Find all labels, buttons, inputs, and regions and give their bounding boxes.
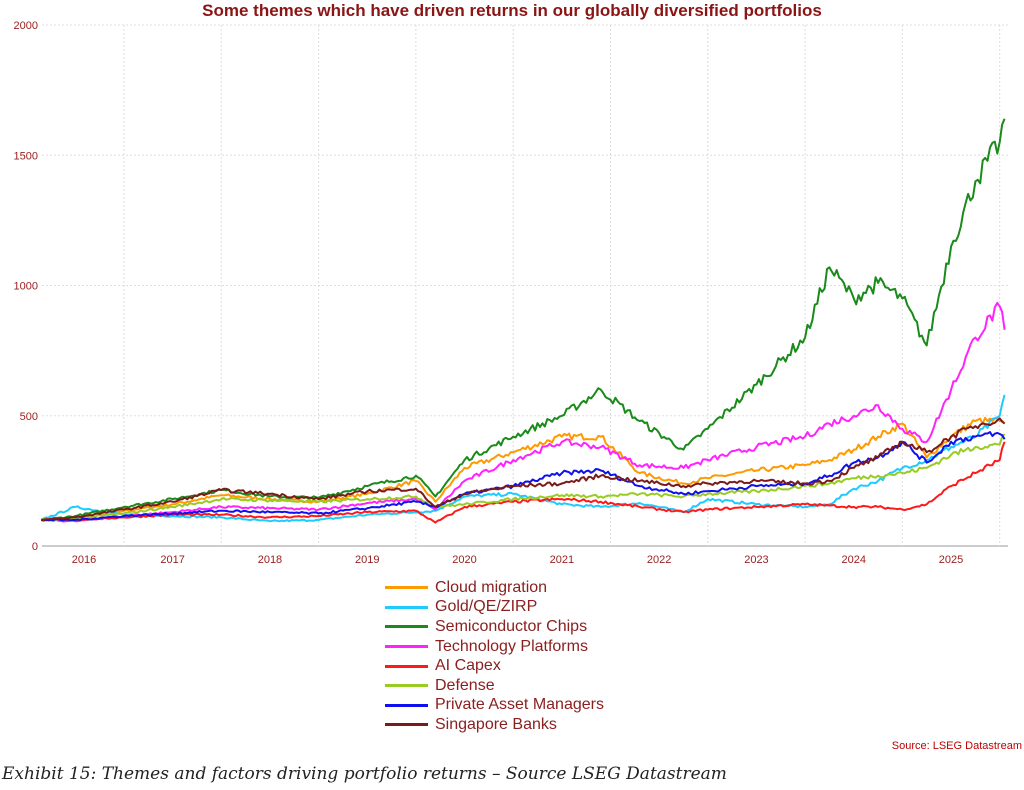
- series-line-technology-platforms: [41, 301, 1006, 523]
- legend-label: Cloud migration: [435, 578, 548, 596]
- x-tick-label: 2023: [744, 554, 768, 566]
- x-tick-label: 2022: [647, 554, 671, 566]
- legend-swatch: [385, 645, 428, 649]
- series-line-cloud-migration: [41, 416, 1006, 522]
- legend-label: Technology Platforms: [435, 637, 588, 655]
- chart-title: Some themes which have driven returns in…: [202, 1, 822, 20]
- legend-label: Semiconductor Chips: [435, 617, 588, 635]
- legend-swatch: [385, 586, 428, 590]
- legend-swatch: [385, 605, 428, 609]
- legend-swatch: [385, 684, 428, 688]
- legend-item: Semiconductor Chips: [385, 617, 604, 637]
- legend: Cloud migration Gold/QE/ZIRP Semiconductor…: [385, 578, 604, 735]
- legend-item: AI Capex: [385, 656, 604, 676]
- legend-swatch: [385, 625, 428, 629]
- y-tick-label: 1500: [14, 150, 38, 162]
- series-line-defense: [41, 433, 1006, 522]
- legend-swatch: [385, 664, 428, 668]
- legend-swatch: [385, 703, 428, 707]
- legend-item: Private Asset Managers: [385, 696, 604, 716]
- legend-item: Defense: [385, 676, 604, 696]
- legend-item: Technology Platforms: [385, 637, 604, 657]
- legend-item: Gold/QE/ZIRP: [385, 598, 604, 618]
- line-chart: 0 500 1000 1500 2000 2016 2017 2018 2019 2020 2021…: [14, 20, 1008, 566]
- legend-label: AI Capex: [435, 657, 501, 675]
- x-tick-label: 2020: [452, 554, 476, 566]
- x-tick-label: 2018: [258, 554, 282, 566]
- legend-label: Singapore Banks: [435, 715, 557, 733]
- series-line-ai-capex: [41, 441, 1006, 524]
- y-tick-label: 1000: [14, 281, 38, 293]
- legend-item: Singapore Banks: [385, 715, 604, 735]
- y-tick-label: 2000: [14, 20, 38, 32]
- x-tick-label: 2025: [939, 554, 963, 566]
- x-tick-label: 2017: [160, 554, 184, 566]
- series-line-gold-qe-zirp: [40, 394, 1006, 523]
- y-tick-label: 0: [32, 541, 38, 553]
- legend-swatch: [385, 723, 428, 727]
- exhibit-caption: Exhibit 15: Themes and factors driving p…: [2, 764, 727, 784]
- x-tick-label: 2016: [72, 554, 96, 566]
- x-tick-label: 2019: [355, 554, 379, 566]
- x-tick-label: 2024: [842, 554, 866, 566]
- legend-label: Private Asset Managers: [435, 696, 604, 714]
- y-tick-label: 500: [20, 411, 38, 423]
- source-note: Source: LSEG Datastream: [891, 740, 1022, 752]
- legend-label: Defense: [435, 676, 495, 694]
- x-tick-label: 2021: [550, 554, 574, 566]
- series-line-singapore-banks: [41, 417, 1006, 522]
- legend-label: Gold/QE/ZIRP: [435, 598, 538, 616]
- legend-item: Cloud migration: [385, 578, 604, 598]
